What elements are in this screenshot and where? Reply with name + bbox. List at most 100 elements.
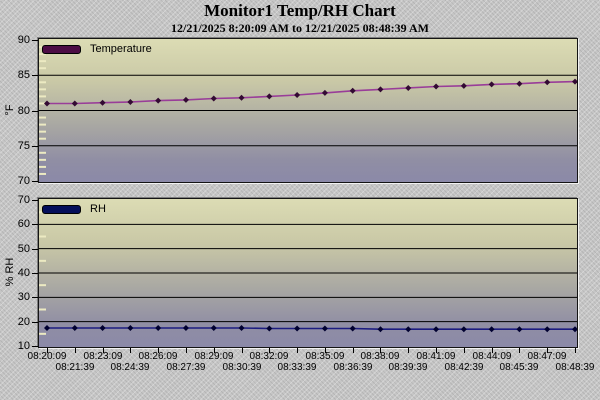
rh-data-point — [210, 324, 217, 331]
y-tick-mark — [32, 200, 38, 201]
temperature-data-point — [182, 96, 189, 103]
temperature-data-point — [266, 93, 273, 100]
temperature-data-point — [71, 100, 78, 107]
x-tick-mark — [297, 348, 298, 353]
x-tick-mark — [269, 348, 270, 353]
x-tick-mark — [519, 348, 520, 353]
temperature-data-point — [44, 100, 50, 107]
y-tick-mark — [32, 322, 38, 323]
rh-data-point — [155, 324, 162, 331]
temperature-legend: Temperature — [42, 43, 152, 55]
rh-data-point — [127, 324, 134, 331]
x-tick-label: 08:24:39 — [110, 362, 150, 373]
x-tick-mark — [214, 348, 215, 353]
temperature-data-point — [294, 91, 301, 98]
y-tick-label: 75 — [17, 140, 30, 152]
y-tick-mark — [32, 297, 38, 298]
y-tick-label: 50 — [17, 243, 30, 255]
x-tick-label: 08:48:39 — [555, 362, 595, 373]
rh-legend-swatch-icon — [42, 204, 81, 214]
x-tick-label: 08:29:09 — [194, 351, 234, 362]
temperature-data-point — [349, 87, 356, 94]
temperature-legend-label: Temperature — [90, 43, 152, 55]
rh-data-point — [377, 326, 384, 333]
y-tick-label: 20 — [17, 316, 30, 328]
x-tick-mark — [103, 348, 104, 353]
temperature-data-point — [321, 89, 328, 96]
y-tick-mark — [32, 40, 38, 41]
y-tick-label: 90 — [17, 34, 30, 46]
x-tick-label: 08:20:09 — [27, 351, 67, 362]
rh-data-point — [460, 326, 467, 333]
x-tick-label: 08:21:39 — [55, 362, 95, 373]
y-tick-mark — [32, 249, 38, 250]
temperature-data-point — [405, 84, 412, 91]
y-tick-label: 70 — [17, 194, 30, 206]
x-tick-mark — [408, 348, 409, 353]
rh-data-point — [294, 325, 301, 332]
x-tick-label: 08:32:09 — [249, 351, 289, 362]
rh-legend-label: RH — [90, 203, 106, 215]
rh-data-point — [488, 326, 495, 333]
x-tick-mark — [436, 348, 437, 353]
chart-title: Monitor1 Temp/RH Chart — [204, 1, 396, 20]
x-tick-mark — [353, 348, 354, 353]
y-tick-mark — [32, 75, 38, 76]
y-tick-label: 30 — [17, 291, 30, 303]
x-tick-label: 08:47:09 — [527, 351, 567, 362]
x-tick-label: 08:42:39 — [444, 362, 484, 373]
rh-data-point — [544, 326, 551, 333]
rh-data-point — [572, 326, 577, 333]
x-tick-mark — [158, 348, 159, 353]
rh-data-point — [433, 326, 440, 333]
y-tick-mark — [32, 146, 38, 147]
x-tick-mark — [242, 348, 243, 353]
x-tick-mark — [380, 348, 381, 353]
temperature-data-point — [544, 79, 551, 86]
rh-data-point — [182, 324, 189, 331]
temperature-data-point — [433, 83, 440, 90]
y-tick-label: 40 — [17, 267, 30, 279]
temperature-data-point — [238, 94, 245, 101]
x-tick-mark — [575, 348, 576, 353]
temperature-data-point — [572, 78, 577, 85]
y-tick-label: 10 — [17, 340, 30, 352]
rh-legend: RH — [42, 203, 106, 215]
temperature-chart-plot: Temperature — [38, 38, 578, 183]
temperature-data-point — [155, 97, 162, 104]
temperature-series-line — [47, 80, 576, 105]
x-tick-label: 08:33:39 — [277, 362, 317, 373]
x-tick-label: 08:36:39 — [333, 362, 373, 373]
temperature-data-point — [127, 99, 134, 106]
rh-data-point — [71, 324, 78, 331]
x-tick-label: 08:26:09 — [138, 351, 178, 362]
x-tick-mark — [186, 348, 187, 353]
rh-chart-plot: RH — [38, 198, 578, 348]
rh-data-point — [44, 324, 50, 331]
y-tick-label: 85 — [17, 69, 30, 81]
temperature-data-point — [488, 81, 495, 88]
y-tick-label: 60 — [17, 218, 30, 230]
temperature-data-point — [99, 99, 106, 106]
x-tick-mark — [547, 348, 548, 353]
y-tick-mark — [32, 181, 38, 182]
rh-data-point — [321, 325, 328, 332]
y-tick-mark — [32, 224, 38, 225]
rh-data-point — [99, 324, 106, 331]
temperature-data-point — [460, 82, 467, 89]
y-tick-mark — [32, 346, 38, 347]
y-tick-mark — [32, 111, 38, 112]
rh-data-point — [238, 324, 245, 331]
temperature-data-point — [516, 80, 523, 87]
x-tick-label: 08:39:39 — [388, 362, 428, 373]
x-tick-mark — [325, 348, 326, 353]
y-tick-label: 80 — [17, 105, 30, 117]
x-tick-label: 08:27:39 — [166, 362, 206, 373]
temperature-data-point — [210, 95, 217, 102]
x-tick-label: 08:30:39 — [222, 362, 262, 373]
rh-chart-canvas — [39, 211, 577, 335]
x-tick-label: 08:35:09 — [305, 351, 345, 362]
x-tick-mark — [47, 348, 48, 353]
y-tick-label: 70 — [17, 175, 30, 187]
